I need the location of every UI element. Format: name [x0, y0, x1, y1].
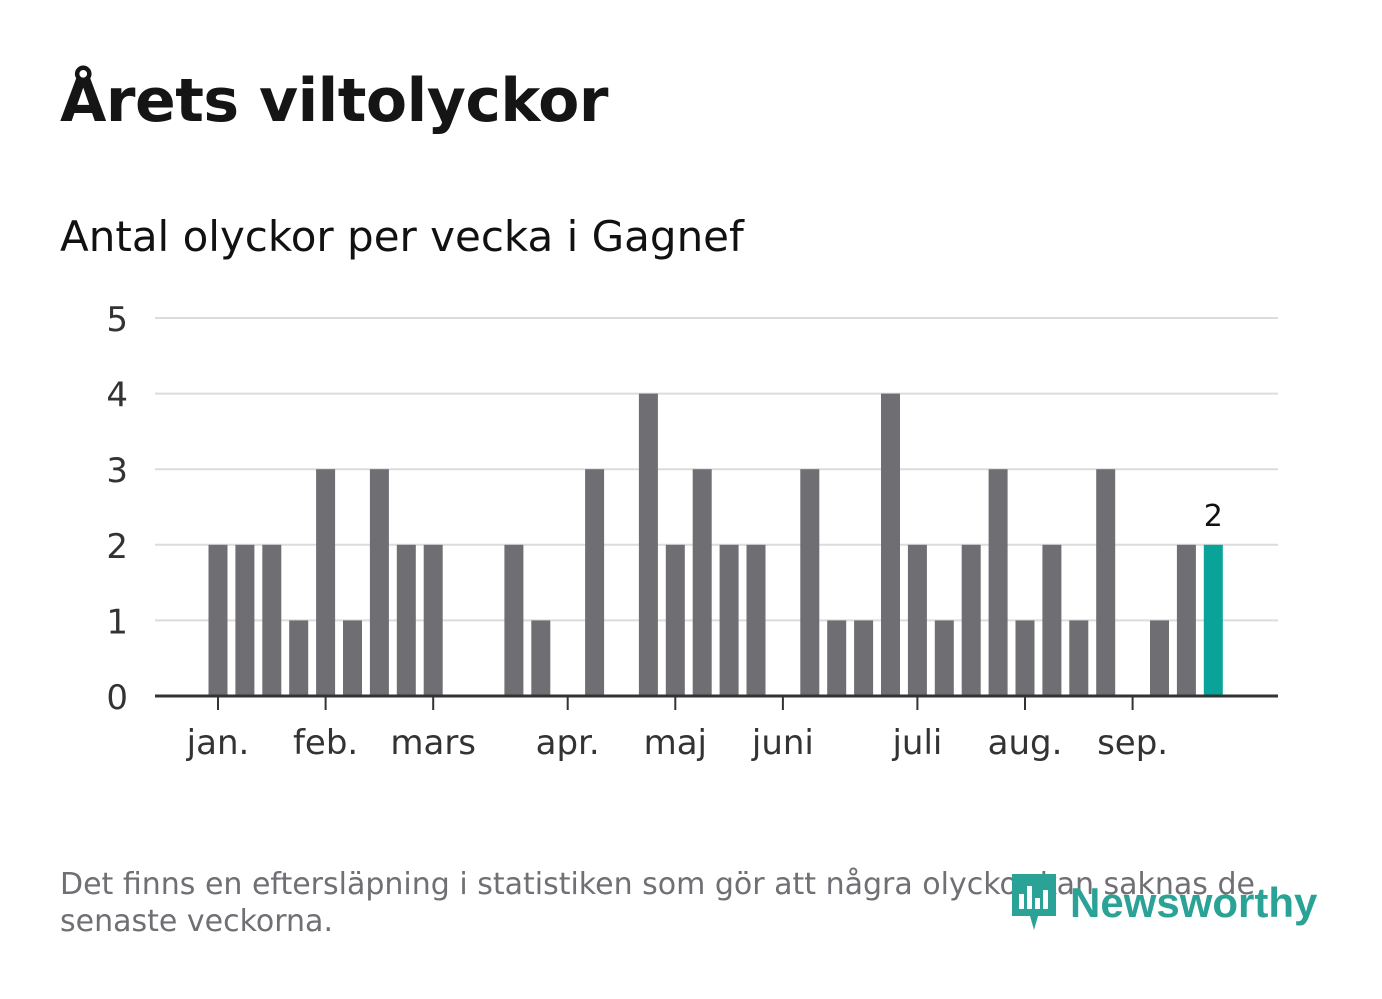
- bar-chart: 0 1 2 3 4 5 jan. feb. mars apr. maj juni juli aug. se…: [106, 300, 1278, 763]
- y-tick-label: 3: [106, 451, 128, 491]
- x-tick-label: sep.: [1097, 723, 1168, 763]
- y-tick-label: 4: [106, 376, 128, 416]
- bar: [423, 544, 443, 696]
- y-axis-ticks: 0 1 2 3 4 5: [106, 300, 128, 718]
- bar: [504, 544, 524, 696]
- newsworthy-logo-icon: [1012, 874, 1056, 930]
- bar: [262, 544, 282, 696]
- bar: [719, 544, 739, 696]
- bar: [531, 620, 551, 696]
- logo-text: Newsworthy: [1070, 879, 1318, 926]
- bar: [343, 620, 362, 696]
- bar: [289, 620, 309, 696]
- chart-title: Årets viltolyckor: [60, 66, 609, 136]
- gridlines: [155, 317, 1278, 622]
- bar: [881, 393, 900, 696]
- x-tick-label: aug.: [988, 723, 1063, 763]
- x-tick-label: jan.: [186, 723, 250, 763]
- bar: [1069, 620, 1089, 696]
- x-tick-label: feb.: [293, 723, 358, 763]
- x-tick-label: maj: [644, 723, 707, 763]
- bar: [988, 469, 1008, 696]
- bar: [800, 469, 820, 696]
- x-tick-label: apr.: [536, 723, 600, 763]
- x-tick-label: juli: [891, 723, 942, 763]
- bar: [369, 469, 389, 696]
- bar: [1015, 620, 1035, 696]
- y-tick-label: 1: [106, 602, 128, 642]
- bar: [1042, 544, 1062, 696]
- bar: [638, 393, 658, 696]
- x-tick-label: juni: [751, 723, 814, 763]
- bar: [1096, 469, 1116, 696]
- newsworthy-logo: Newsworthy: [1008, 872, 1317, 934]
- bar: [396, 544, 416, 696]
- bar: [1150, 620, 1169, 696]
- bar: [665, 544, 685, 696]
- bar: [827, 620, 847, 696]
- x-axis: jan. feb. mars apr. maj juni juli aug. sep.: [155, 694, 1278, 763]
- chart-subtitle: Antal olyckor per vecka i Gagnef: [60, 212, 744, 261]
- bar-highlight: [1203, 544, 1223, 696]
- bar: [208, 544, 228, 696]
- bar: [585, 469, 605, 696]
- bar: [746, 544, 766, 696]
- bar: [1176, 544, 1196, 696]
- x-tick-label: mars: [390, 723, 476, 763]
- bar: [692, 469, 712, 696]
- data-labels: 2: [1204, 499, 1223, 534]
- bar: [316, 469, 336, 696]
- bar: [934, 620, 954, 696]
- bar: [907, 544, 927, 696]
- y-tick-label: 2: [106, 527, 128, 567]
- bar: [854, 620, 874, 696]
- y-tick-label: 5: [106, 300, 128, 340]
- bar: [235, 544, 255, 696]
- bar: [961, 544, 981, 696]
- y-tick-label: 0: [106, 678, 128, 718]
- bars: [208, 393, 1223, 696]
- data-label: 2: [1204, 499, 1223, 534]
